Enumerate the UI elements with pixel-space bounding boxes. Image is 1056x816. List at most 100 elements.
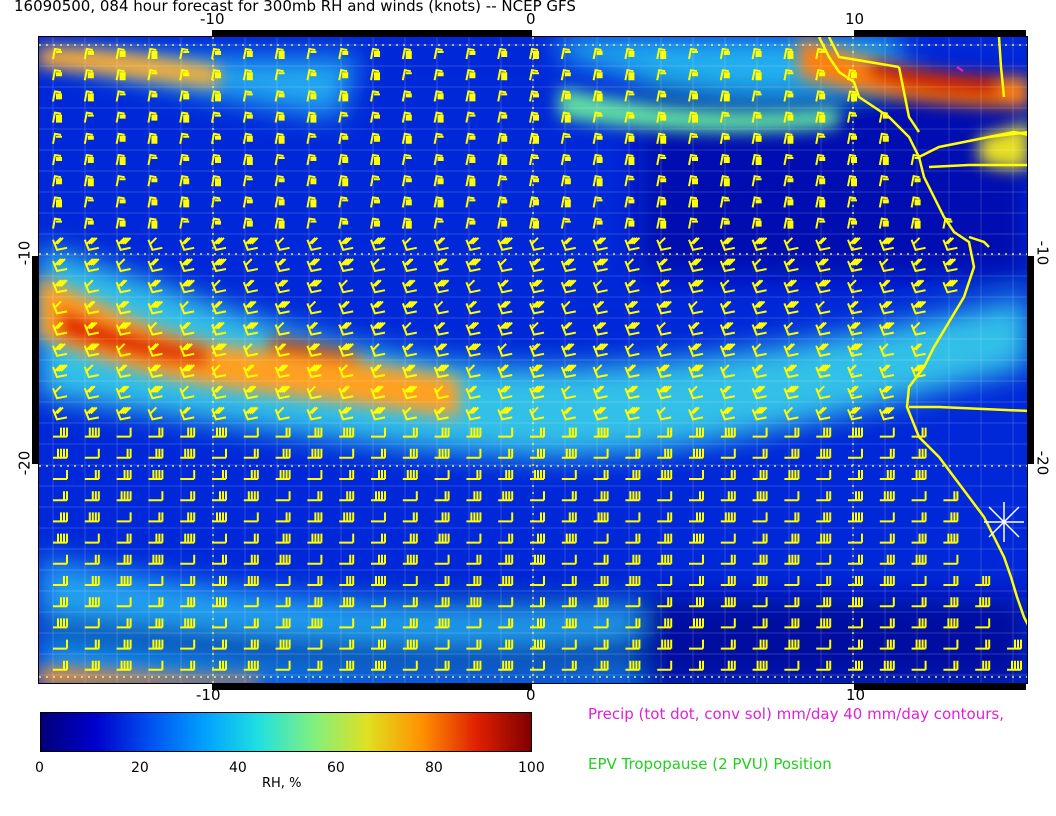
wind-barb — [84, 491, 100, 502]
wind-barb — [975, 576, 991, 586]
wind-barb — [306, 47, 317, 60]
wind-barb — [83, 385, 99, 400]
wind-barb — [816, 427, 832, 438]
wind-barb — [338, 153, 349, 166]
wind-barb — [179, 111, 190, 123]
wind-barb — [497, 217, 508, 229]
wind-barb — [179, 343, 195, 357]
wind-barb — [497, 237, 513, 251]
wind-barb — [657, 597, 673, 608]
wind-barb — [52, 364, 68, 379]
wind-barb — [752, 597, 768, 608]
wind-barb — [84, 470, 100, 480]
wind-barb — [688, 385, 704, 400]
wind-barb — [370, 258, 386, 273]
wind-barb — [910, 196, 921, 208]
wind-barb — [242, 153, 253, 166]
wind-barb — [307, 448, 323, 459]
wind-barb — [115, 217, 126, 229]
wind-barb — [592, 196, 603, 208]
wind-barb — [816, 554, 832, 565]
wind-barb — [815, 258, 831, 273]
wind-barb — [243, 512, 259, 523]
wind-barb — [370, 300, 386, 315]
wind-barb — [751, 406, 768, 421]
wind-barb — [657, 491, 673, 502]
wind-barb — [83, 237, 99, 251]
wind-barb — [370, 153, 380, 166]
wind-barb — [656, 90, 667, 102]
wind-barb — [339, 427, 355, 438]
wind-barb — [751, 175, 762, 187]
wind-barb — [465, 385, 481, 400]
wind-barb — [752, 512, 768, 523]
wind-barb — [371, 427, 386, 438]
wind-barb — [147, 279, 163, 294]
wind-barb — [688, 175, 698, 187]
colorbar-tick-80: 80 — [425, 760, 443, 776]
wind-barb — [975, 597, 991, 608]
wind-barb — [498, 554, 514, 565]
wind-barbs — [52, 47, 1022, 671]
wind-barb — [338, 321, 354, 336]
wind-barb — [816, 470, 832, 480]
wind-barb — [115, 300, 131, 315]
wind-barb — [370, 406, 386, 421]
wind-barb — [848, 427, 863, 438]
wind-barb — [433, 47, 444, 60]
wind-barb — [180, 512, 196, 523]
wind-barb — [53, 597, 68, 608]
wind-barb — [751, 111, 762, 123]
wind-barb — [466, 618, 482, 629]
wind-barb — [83, 47, 94, 60]
wind-barb — [466, 554, 482, 565]
wind-barb — [878, 217, 889, 229]
wind-barb — [529, 321, 545, 336]
wind-barb — [751, 258, 767, 273]
wind-barb — [911, 533, 927, 544]
wind-barb — [338, 132, 349, 144]
wind-barb — [656, 196, 667, 208]
wind-barb — [83, 300, 99, 315]
wind-barb — [530, 427, 545, 438]
wind-barb — [751, 279, 767, 294]
wind-barb — [434, 491, 450, 502]
wind-barb — [498, 448, 514, 459]
wind-barb — [878, 364, 894, 379]
wind-barb — [784, 448, 800, 459]
wind-barb — [84, 512, 100, 523]
wind-barb — [879, 554, 895, 565]
wind-barb — [816, 512, 832, 523]
wind-barb — [115, 321, 132, 336]
wind-barb — [560, 300, 576, 315]
wind-barb — [465, 175, 476, 187]
wind-barb — [401, 364, 417, 379]
wind-barb — [148, 491, 164, 502]
wind-barb — [593, 554, 609, 565]
wind-barb — [83, 258, 100, 273]
wind-barb — [784, 660, 800, 671]
wind-barb — [625, 470, 641, 480]
wind-barb — [83, 217, 94, 229]
wind-barb — [911, 618, 927, 629]
wind-barb — [530, 660, 545, 671]
wind-barb — [624, 175, 635, 187]
wind-barb — [688, 364, 704, 379]
wind-barb — [275, 427, 291, 438]
wind-barb — [147, 175, 158, 187]
wind-barb — [147, 321, 163, 336]
wind-barb — [52, 69, 62, 81]
wind-barb — [498, 597, 514, 608]
wind-barb — [212, 470, 227, 480]
wind-barb — [401, 196, 412, 208]
wind-barb — [688, 111, 698, 123]
wind-barb — [243, 470, 259, 480]
wind-barb — [401, 237, 417, 251]
wind-barb — [307, 639, 323, 650]
wind-barb — [466, 427, 482, 438]
wind-barb — [784, 512, 800, 523]
top-tick-lon-0: 0 — [526, 10, 536, 28]
wind-barb — [84, 554, 100, 565]
wind-barb — [306, 69, 317, 81]
wind-barb — [242, 132, 253, 144]
